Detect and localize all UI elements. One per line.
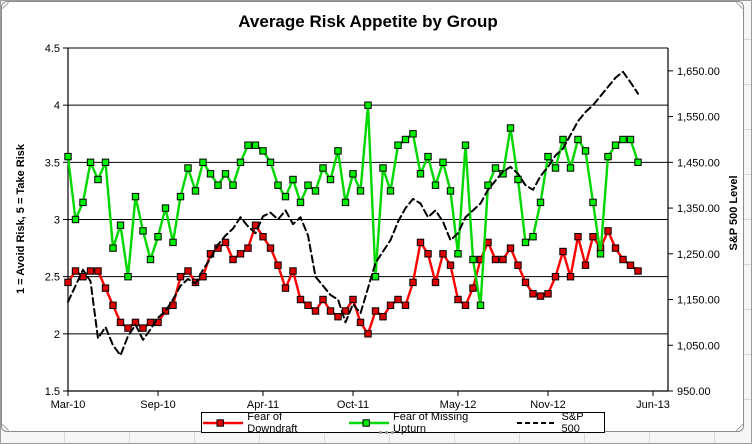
legend-item-fear-of-downdraft[interactable]: Fear of Downdraft [202,411,334,435]
right-axis-tick-label: 1,350.00 [677,203,720,215]
x-axis-tick-label: Apr-11 [247,399,279,411]
chart-legend[interactable]: Fear of Downdraft Fear of Missing Upturn S… [201,411,605,435]
legend-item-fear-of-missing-upturn[interactable]: Fear of Missing Upturn [348,411,503,435]
legend-swatch-fear-of-downdraft [203,418,243,427]
x-axis-tick-label: Jun-13 [636,399,670,411]
left-axis-title: 1 = Avoid Risk, 5 = Take Risk [15,144,27,294]
right-axis-tick-label: 1,550.00 [677,112,720,124]
series-fear-of-missing-upturn-markers [64,101,642,310]
series-fear-of-missing-upturn[interactable] [64,101,642,310]
resize-handle[interactable] [379,431,394,434]
chart-title: Average Risk Appetite by Group [238,12,498,31]
axes: 4.5 4 3.5 3 2.5 2 1.5 1,650.00 1,550.00 1,450.00 1… [45,43,720,411]
series-sp-500[interactable] [67,70,639,357]
legend-item-sp-500[interactable]: S&P 500 [516,411,604,435]
legend-label: Fear of Downdraft [247,410,298,435]
x-axis-tick-label: May-12 [440,399,477,411]
right-axis-tick-label: 1,450.00 [677,157,720,169]
legend-swatch-fear-of-missing-upturn [348,418,389,427]
x-axis-tick-label: Oct-11 [337,399,369,411]
legend-label: S&P 500 [561,410,584,435]
left-axis-tick-label: 1.5 [45,386,60,398]
left-axis-tick-label: 4.5 [45,43,60,55]
left-axis-tick-label: 4 [54,100,60,112]
right-axis-title: S&P 500 Level [728,175,740,251]
series-sp-500-line[interactable] [67,70,639,357]
left-axis-tick-label: 2 [54,329,60,341]
x-axis-tick-label: Sep-10 [140,399,175,411]
right-axis-tick-label: 950.00 [677,386,711,398]
legend-label: Fear of Missing Upturn [393,410,469,435]
left-axis-tick-label: 3 [54,215,60,227]
series-fear-of-downdraft-markers [64,221,642,338]
right-axis-tick-label: 1,250.00 [677,249,720,261]
right-axis-tick-label: 1,050.00 [677,340,720,352]
series-fear-of-downdraft[interactable] [64,221,642,338]
right-axis-tick-label: 1,650.00 [677,66,720,78]
left-axis-tick-label: 2.5 [45,272,60,284]
x-axis-tick-label: Nov-12 [530,399,565,411]
left-axis-tick-label: 3.5 [45,157,60,169]
right-axis-tick-label: 1,150.00 [677,295,720,307]
x-axis-tick-label: Mar-10 [51,399,86,411]
legend-swatch-sp-500 [517,421,558,424]
